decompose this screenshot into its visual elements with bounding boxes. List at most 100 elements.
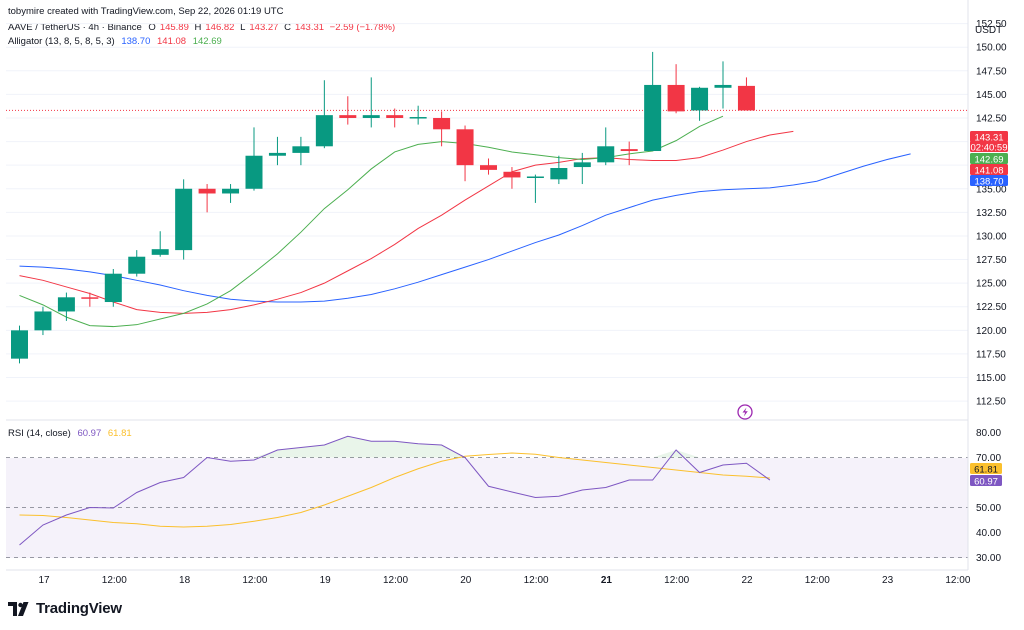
candle-body bbox=[57, 297, 75, 312]
rsi-badge-text: 60.97 bbox=[974, 477, 998, 488]
candle-body bbox=[268, 152, 286, 156]
candle[interactable] bbox=[81, 292, 99, 307]
rsi-axis-label: 80.00 bbox=[976, 428, 1001, 439]
candle-body bbox=[714, 84, 732, 88]
price-axis-label: 147.50 bbox=[976, 66, 1007, 77]
open-value: 145.89 bbox=[159, 22, 189, 33]
candle[interactable] bbox=[315, 80, 333, 149]
price-axis-label: 152.50 bbox=[976, 19, 1007, 30]
candle[interactable] bbox=[409, 105, 427, 125]
price-axis-label: 142.50 bbox=[976, 113, 1007, 124]
price-axis-label: 115.00 bbox=[976, 373, 1006, 384]
price-badge: 141.08 bbox=[970, 164, 1008, 177]
candle[interactable] bbox=[597, 127, 615, 166]
price-badge-text: 141.08 bbox=[974, 166, 1003, 177]
candle-body bbox=[151, 249, 169, 255]
price-axis-label: 130.00 bbox=[976, 231, 1007, 242]
rsi-overbought-fill bbox=[19, 436, 770, 458]
candle-body bbox=[245, 155, 263, 189]
rsi-legend[interactable]: RSI (14, close) 60.97 61.81 bbox=[8, 428, 136, 439]
candle[interactable] bbox=[268, 136, 286, 166]
time-axis-label: 23 bbox=[882, 575, 894, 586]
currency-label: USDT bbox=[975, 25, 1002, 36]
price-badge: 143.31 bbox=[970, 131, 1008, 144]
candle[interactable] bbox=[245, 127, 263, 191]
chart-credit: tobymire created with TradingView.com, S… bbox=[8, 6, 284, 17]
price-badge: 142.69 bbox=[970, 153, 1008, 166]
alligator-jaw-value: 138.70 bbox=[121, 36, 151, 47]
candle[interactable] bbox=[503, 167, 521, 189]
price-axis-label: 117.50 bbox=[976, 349, 1006, 360]
symbol-legend[interactable]: AAVE / TetherUS · 4h · Binance O 145.89 H… bbox=[8, 22, 399, 33]
bolt-icon[interactable] bbox=[737, 404, 753, 420]
candle-body bbox=[198, 188, 216, 194]
candle[interactable] bbox=[480, 158, 497, 175]
price-axis-label: 120.00 bbox=[976, 326, 1007, 337]
candle[interactable] bbox=[691, 86, 709, 121]
rsi-badge: 60.97 bbox=[970, 475, 1002, 488]
rsi-line bbox=[19, 435, 771, 546]
candle[interactable] bbox=[198, 184, 216, 213]
rsi-axis-label: 40.00 bbox=[976, 528, 1001, 539]
time-axis-label: 21 bbox=[601, 575, 613, 586]
candle[interactable] bbox=[11, 325, 28, 364]
candle[interactable] bbox=[644, 51, 662, 152]
candle[interactable] bbox=[222, 184, 240, 203]
candle[interactable] bbox=[128, 250, 146, 277]
candle[interactable] bbox=[456, 125, 474, 182]
candle-body bbox=[550, 168, 568, 180]
time-axis-label: 20 bbox=[460, 575, 472, 586]
candle-body bbox=[11, 330, 28, 359]
candle-body bbox=[386, 115, 404, 118]
time-axis-label: 12:00 bbox=[524, 575, 549, 586]
candle-body bbox=[81, 297, 99, 299]
candle[interactable] bbox=[386, 108, 404, 128]
candle[interactable] bbox=[737, 77, 755, 111]
candle[interactable] bbox=[34, 306, 52, 336]
candle[interactable] bbox=[433, 111, 451, 147]
rsi-badge-text: 61.81 bbox=[974, 465, 998, 476]
candle[interactable] bbox=[292, 136, 310, 166]
candle[interactable] bbox=[362, 77, 380, 128]
close-value: 143.31 bbox=[294, 22, 325, 33]
alligator-legend[interactable]: Alligator (13, 8, 5, 8, 5, 3) 138.70 141… bbox=[8, 36, 226, 47]
candle[interactable] bbox=[550, 155, 568, 185]
candle[interactable] bbox=[57, 292, 75, 321]
price-badge-text: 02:40:59 bbox=[971, 143, 1008, 154]
price-axis-label: 127.50 bbox=[976, 255, 1007, 266]
candle-body bbox=[339, 115, 357, 118]
candle-body bbox=[526, 176, 544, 178]
tradingview-logo-text: TradingView bbox=[36, 600, 122, 617]
price-axis-label: 125.00 bbox=[976, 279, 1007, 290]
candle-body bbox=[104, 273, 122, 303]
candle[interactable] bbox=[667, 64, 685, 114]
candle[interactable] bbox=[104, 268, 122, 307]
candle[interactable] bbox=[339, 96, 357, 125]
candle-body bbox=[128, 256, 146, 274]
symbol-pair: AAVE / TetherUS · 4h · Binance bbox=[8, 22, 142, 33]
time-axis-label: 12:00 bbox=[664, 575, 689, 586]
price-badge: 02:40:59 bbox=[970, 141, 1008, 154]
candle-body bbox=[433, 117, 451, 130]
candle[interactable] bbox=[573, 152, 591, 185]
candle[interactable] bbox=[714, 61, 732, 109]
candle-body bbox=[691, 87, 709, 111]
candle-body bbox=[456, 129, 474, 166]
close-label: C bbox=[284, 22, 291, 33]
tradingview-logo[interactable]: TradingView bbox=[8, 600, 122, 617]
high-value: 146.82 bbox=[205, 22, 235, 33]
open-label: O bbox=[148, 22, 156, 33]
candle-body bbox=[409, 117, 427, 119]
low-value: 143.27 bbox=[249, 22, 279, 33]
candle-body bbox=[292, 146, 310, 153]
alligator-lips-value: 142.69 bbox=[192, 36, 222, 47]
rsi-value: 60.97 bbox=[77, 428, 102, 439]
tradingview-logo-icon bbox=[8, 601, 29, 616]
price-axis-label: 132.50 bbox=[976, 208, 1007, 219]
candle[interactable] bbox=[620, 141, 638, 166]
time-axis-label: 12:00 bbox=[242, 575, 267, 586]
candle[interactable] bbox=[175, 179, 193, 260]
candle[interactable] bbox=[151, 231, 169, 257]
candle[interactable] bbox=[526, 174, 544, 203]
